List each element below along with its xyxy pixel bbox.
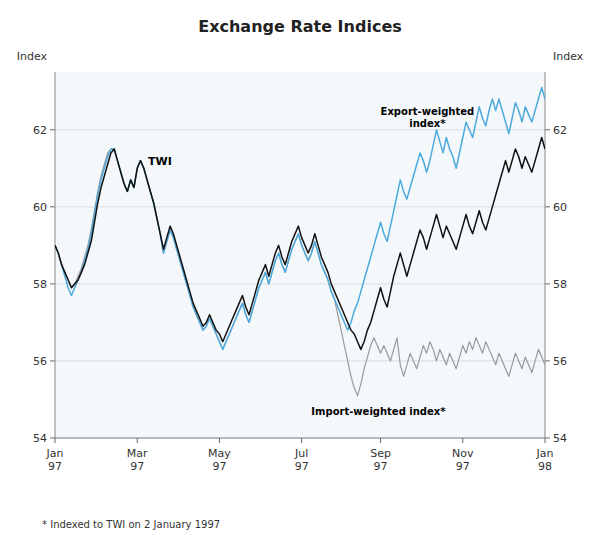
y2-tick-label: 60 (553, 201, 567, 214)
chart: 54 56 58 60 62 54 56 58 60 62 Jan97 Mar97 May97 Jul97… (0, 0, 600, 545)
y-tick-label: 54 (33, 432, 47, 445)
y2-axis-label: Index (553, 50, 584, 63)
x-tick (462, 438, 463, 443)
x-tick-label: Nov97 (452, 447, 474, 473)
y2-tick-label: 54 (553, 432, 567, 445)
y2-tick (545, 206, 550, 207)
y2-tick (545, 283, 550, 284)
x-tick-label: Jan98 (536, 447, 554, 473)
x-tick (219, 438, 220, 443)
y-tick-label: 60 (33, 201, 47, 214)
y2-tick-label: 56 (553, 355, 567, 368)
y-tick (50, 360, 55, 361)
y-tick-label: 62 (33, 124, 47, 137)
y2-tick (545, 360, 550, 361)
x-tick-label: Mar97 (127, 447, 148, 473)
series-label: Export-weightedindex* (381, 106, 475, 129)
series-line (55, 137, 545, 349)
y2-axis-line (545, 72, 546, 438)
series-label: Import-weighted index* (311, 406, 446, 417)
title: Exchange Rate Indices (198, 17, 402, 36)
footnote: * Indexed to TWI on 2 January 1997 (42, 519, 220, 530)
y-tick (50, 438, 55, 439)
y-axis-line (55, 72, 56, 438)
x-tick (137, 438, 138, 443)
y-tick-label: 58 (33, 278, 47, 291)
series-group (55, 87, 545, 395)
y-tick (50, 129, 55, 130)
grid-line (55, 283, 545, 284)
y-tick (50, 283, 55, 284)
x-tick-label: May97 (208, 447, 231, 473)
y-tick-label: 56 (33, 355, 47, 368)
x-tick-label: Jan97 (46, 447, 64, 473)
x-tick (301, 438, 302, 443)
grid-line (55, 438, 545, 439)
grid-line (55, 129, 545, 130)
x-tick (545, 438, 546, 443)
series-label: TWI (148, 155, 172, 168)
y2-tick (545, 438, 550, 439)
y-tick (50, 206, 55, 207)
x-axis-line (55, 438, 545, 439)
y2-tick-label: 58 (553, 278, 567, 291)
x-tick (55, 438, 56, 443)
y2-tick-label: 62 (553, 124, 567, 137)
grid-line (55, 206, 545, 207)
plot-area (55, 72, 545, 438)
y2-tick (545, 129, 550, 130)
series-line (55, 87, 545, 349)
x-tick-label: Jul97 (294, 447, 309, 473)
x-tick-label: Sep97 (370, 447, 391, 473)
x-tick (380, 438, 381, 443)
y-axis-label: Index (17, 50, 48, 63)
grid-line (55, 360, 545, 361)
